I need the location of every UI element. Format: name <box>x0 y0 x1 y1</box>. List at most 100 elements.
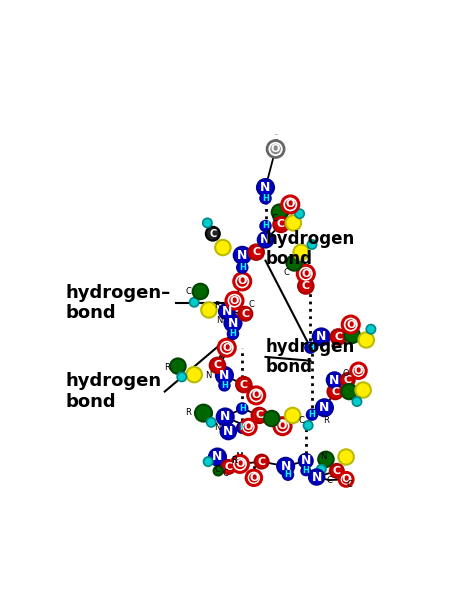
Circle shape <box>219 380 230 391</box>
Circle shape <box>237 422 248 433</box>
Text: O: O <box>244 422 253 432</box>
Text: N: N <box>311 470 322 484</box>
Circle shape <box>228 328 238 339</box>
Circle shape <box>215 240 230 255</box>
Text: C: C <box>213 361 221 370</box>
Text: hydrogen
bond: hydrogen bond <box>66 372 162 411</box>
Text: O: O <box>346 320 356 329</box>
Text: N: N <box>205 371 211 380</box>
Circle shape <box>193 284 208 299</box>
Circle shape <box>264 411 279 426</box>
Circle shape <box>243 422 253 432</box>
Text: hydrogen
bond: hydrogen bond <box>266 337 355 376</box>
Text: C: C <box>248 300 255 309</box>
Text: H: H <box>307 343 314 352</box>
Circle shape <box>301 268 311 279</box>
Text: C: C <box>331 341 337 350</box>
Circle shape <box>237 276 248 287</box>
Text: hydrogen
bond: hydrogen bond <box>266 230 355 269</box>
Circle shape <box>283 469 293 480</box>
Circle shape <box>267 140 284 157</box>
Circle shape <box>220 424 236 439</box>
Text: H: H <box>262 194 269 203</box>
Text: H: H <box>239 423 246 432</box>
Circle shape <box>299 454 313 468</box>
Text: O: O <box>343 370 349 379</box>
Text: R: R <box>232 457 238 466</box>
Circle shape <box>203 457 213 466</box>
Text: C: C <box>277 220 285 229</box>
Text: C: C <box>344 375 352 385</box>
Circle shape <box>277 458 294 475</box>
Circle shape <box>298 278 314 294</box>
Circle shape <box>287 255 302 271</box>
Circle shape <box>195 404 212 422</box>
Circle shape <box>331 329 346 344</box>
Text: R: R <box>164 363 170 372</box>
Circle shape <box>234 458 245 469</box>
Text: O: O <box>252 391 261 400</box>
Circle shape <box>307 240 317 249</box>
Circle shape <box>216 367 233 384</box>
Text: C: C <box>326 476 332 485</box>
Text: R: R <box>185 408 191 417</box>
Text: C: C <box>215 465 220 474</box>
Text: H: H <box>262 221 269 230</box>
Text: O: O <box>271 144 280 154</box>
Circle shape <box>260 221 271 232</box>
Circle shape <box>301 466 310 475</box>
Text: N: N <box>237 249 248 262</box>
Text: N: N <box>216 316 222 325</box>
Text: C: C <box>272 214 278 223</box>
Text: O: O <box>222 343 231 353</box>
Circle shape <box>282 196 299 213</box>
Circle shape <box>351 363 366 379</box>
Text: N: N <box>301 454 311 467</box>
Text: H: H <box>239 404 246 413</box>
Circle shape <box>286 215 301 230</box>
Text: N: N <box>260 233 271 247</box>
Text: O: O <box>235 459 245 469</box>
Circle shape <box>354 366 363 376</box>
Circle shape <box>309 469 324 485</box>
Circle shape <box>201 302 217 317</box>
Text: C: C <box>257 457 266 467</box>
Text: hydrogen–
bond: hydrogen– bond <box>66 284 171 322</box>
Circle shape <box>237 403 248 414</box>
Circle shape <box>346 319 356 330</box>
Circle shape <box>342 384 357 399</box>
Circle shape <box>316 399 333 416</box>
Text: N: N <box>219 369 230 382</box>
Text: O: O <box>286 199 295 209</box>
Circle shape <box>214 466 223 475</box>
Text: N: N <box>220 410 230 424</box>
Text: O: O <box>278 421 287 431</box>
Text: C: C <box>333 466 341 476</box>
Text: C: C <box>222 469 228 478</box>
Circle shape <box>328 384 343 399</box>
Text: N: N <box>316 331 327 343</box>
Circle shape <box>246 470 261 485</box>
Text: C: C <box>252 247 260 257</box>
Circle shape <box>342 475 351 484</box>
Circle shape <box>359 332 374 347</box>
Text: H: H <box>302 466 309 475</box>
Circle shape <box>226 292 243 309</box>
Text: C: C <box>240 380 248 389</box>
Circle shape <box>255 455 269 469</box>
Circle shape <box>317 464 326 474</box>
Circle shape <box>327 372 342 388</box>
Circle shape <box>170 358 186 374</box>
Circle shape <box>352 397 362 406</box>
Circle shape <box>251 390 261 401</box>
Circle shape <box>285 408 301 423</box>
Circle shape <box>330 464 344 478</box>
Text: N: N <box>214 423 220 432</box>
Circle shape <box>206 227 220 241</box>
Circle shape <box>248 387 265 404</box>
Text: N: N <box>319 401 329 414</box>
Circle shape <box>293 244 309 260</box>
Circle shape <box>177 372 186 382</box>
Circle shape <box>221 343 232 353</box>
Circle shape <box>339 472 353 486</box>
